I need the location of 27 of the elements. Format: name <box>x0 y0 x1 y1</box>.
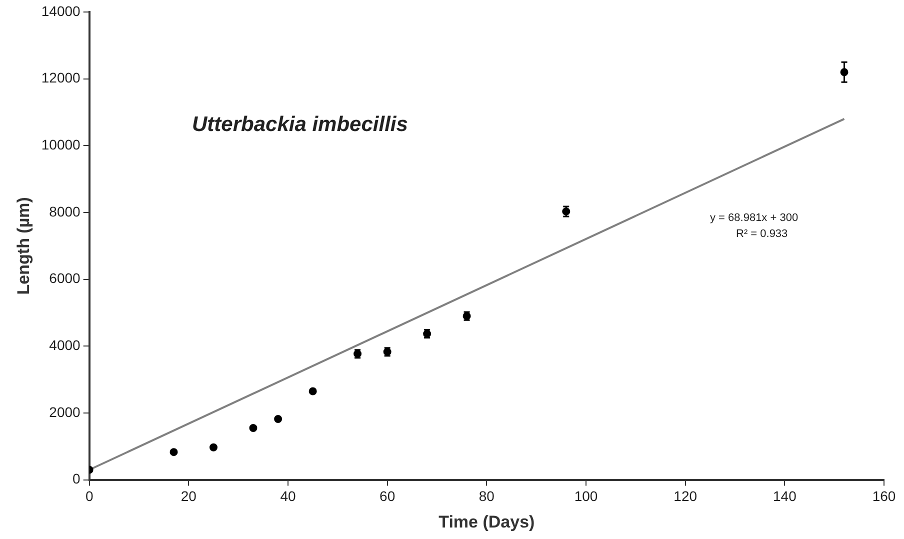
point <box>308 387 317 396</box>
x-tick-label: 100 <box>574 488 598 504</box>
x-tick-label: 160 <box>872 488 896 504</box>
x-tick-label: 80 <box>478 488 495 504</box>
x-axis-title: Time (Days) <box>438 512 535 532</box>
x-tick-label: 40 <box>280 488 296 504</box>
point <box>249 424 258 432</box>
y-tick-label: 8000 <box>49 203 81 220</box>
y-tick-label: 0 <box>72 470 81 487</box>
y-tick-label: 6000 <box>49 270 81 286</box>
x-tick-label: 60 <box>380 488 396 504</box>
annotation: y = 68.981x + 300 <box>710 212 798 224</box>
y-tick-label: 12000 <box>41 70 81 86</box>
y-axis-title: Length (µm) <box>14 197 33 295</box>
annotation: Utterbackia imbecillis <box>192 113 408 137</box>
x-tick-label: 140 <box>772 488 797 504</box>
y-tick-label: 14000 <box>41 2 81 19</box>
point <box>210 443 218 452</box>
y-tick-label: 2000 <box>49 404 81 420</box>
y-tick-label: 10000 <box>41 136 81 153</box>
x-tick-label: 0 <box>85 488 94 504</box>
point <box>274 414 282 423</box>
point <box>170 448 178 456</box>
y-tick-label: 4000 <box>49 337 81 353</box>
x-tick-label: 120 <box>674 488 698 504</box>
x-tick-label: 20 <box>180 488 197 504</box>
annotation: R² = 0.933 <box>736 228 788 240</box>
